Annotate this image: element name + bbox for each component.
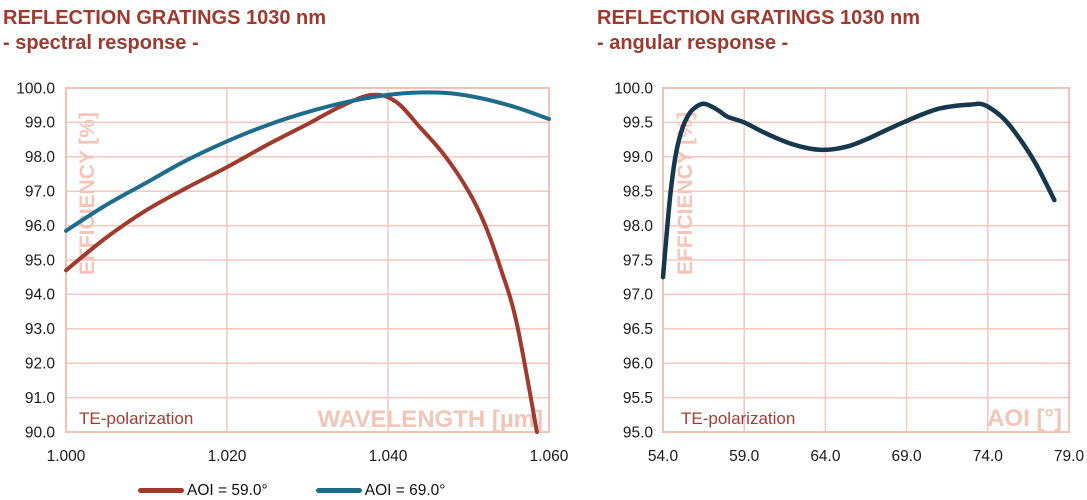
angular-x-tick-label: 64.0 — [810, 448, 841, 465]
spectral-y-tick-label: 98.0 — [25, 149, 56, 166]
spectral-series-curve-0 — [64, 92, 539, 434]
spectral-x-tick-label: 1.040 — [369, 448, 408, 465]
spectral-x-tick-label: 1.060 — [530, 448, 569, 465]
spectral-plot-border — [65, 87, 550, 433]
angular-y-tick-label: 96.5 — [623, 321, 653, 338]
angular-y-tick-label: 95.5 — [623, 390, 653, 407]
legend: AOI = 59.0° AOI = 69.0° — [138, 482, 445, 499]
legend-label-aoi-69: AOI = 69.0° — [364, 481, 446, 499]
spectral-y-axis-watermark: EFFICIENCY [%] — [76, 112, 99, 275]
angular-polarization-annotation: TE-polarization — [681, 409, 795, 428]
spectral-y-tick-label: 92.0 — [25, 356, 56, 373]
angular-y-tick-label: 99.0 — [623, 149, 654, 166]
spectral-x-tick-label: 1.000 — [47, 448, 86, 465]
angular-chart-title-text: REFLECTION GRATINGS 1030 nm — [597, 7, 921, 29]
spectral-y-tick-label: 97.0 — [25, 184, 56, 201]
spectral-y-tick-label: 100.0 — [16, 80, 55, 97]
angular-chart-subtitle: - angular response - — [597, 32, 789, 54]
angular-y-tick-label: 97.5 — [623, 252, 653, 269]
spectral-chart-title: REFLECTION GRATINGS 1030 nm - spectral r… — [3, 6, 326, 56]
spectral-y-tick-label: 94.0 — [25, 287, 56, 304]
angular-y-tick-label: 99.5 — [623, 115, 653, 132]
spectral-chart-subtitle: - spectral response - — [3, 32, 199, 54]
spectral-y-tick-label: 91.0 — [25, 390, 56, 407]
spectral-x-tick-label: 1.020 — [208, 448, 247, 465]
angular-chart-title: REFLECTION GRATINGS 1030 nm - angular re… — [597, 6, 920, 56]
spectral-polarization-annotation: TE-polarization — [79, 409, 193, 428]
legend-item-aoi-69: AOI = 69.0° — [315, 481, 446, 500]
angular-y-tick-label: 95.0 — [623, 424, 654, 441]
angular-x-tick-label: 59.0 — [729, 448, 760, 465]
angular-y-tick-label: 96.0 — [623, 356, 654, 373]
angular-x-tick-label: 54.0 — [648, 448, 679, 465]
spectral-y-tick-label: 90.0 — [25, 424, 56, 441]
angular-y-axis-watermark: EFFICIENCY [%] — [674, 112, 697, 275]
angular-series-curve-0 — [660, 101, 1057, 280]
spectral-x-axis-watermark: WAVELENGTH [µm] — [318, 406, 543, 433]
angular-y-tick-label: 97.0 — [623, 287, 654, 304]
spectral-series-curve-1 — [64, 90, 551, 233]
spectral-y-tick-label: 99.0 — [25, 115, 56, 132]
legend-item-aoi-59: AOI = 59.0° — [138, 482, 268, 500]
legend-label-aoi-59: AOI = 59.0° — [187, 481, 268, 499]
spectral-y-tick-label: 95.0 — [25, 252, 56, 269]
spectral-y-tick-label: 96.0 — [25, 218, 56, 235]
legend-swatch-aoi-59 — [138, 488, 184, 493]
angular-x-tick-label: 69.0 — [892, 448, 923, 465]
angular-y-tick-label: 100.0 — [614, 80, 653, 97]
spectral-y-tick-label: 93.0 — [25, 321, 56, 338]
angular-y-tick-label: 98.0 — [623, 218, 654, 235]
angular-y-tick-label: 98.5 — [623, 184, 653, 201]
angular-x-tick-label: 74.0 — [973, 448, 1004, 465]
angular-x-tick-label: 79.0 — [1054, 448, 1085, 465]
legend-swatch-aoi-69 — [315, 488, 362, 493]
spectral-chart-title-text: REFLECTION GRATINGS 1030 nm — [3, 7, 327, 29]
angular-x-axis-watermark: AOI [°] — [987, 405, 1062, 432]
